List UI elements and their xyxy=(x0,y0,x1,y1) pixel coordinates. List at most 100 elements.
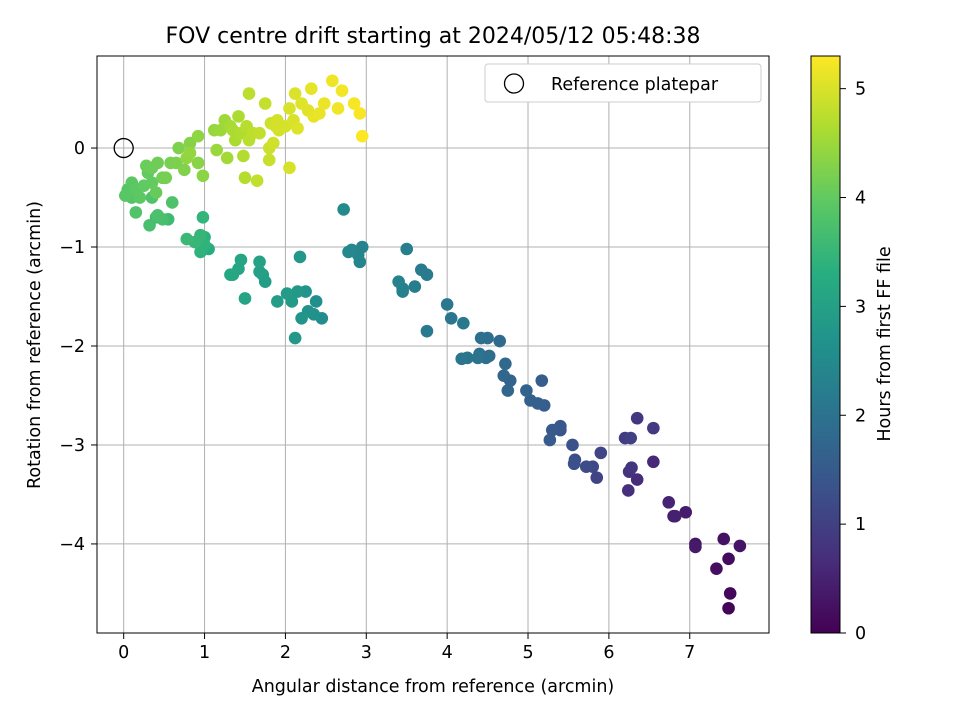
data-point xyxy=(133,191,147,204)
data-point xyxy=(313,107,326,120)
data-point xyxy=(689,540,702,554)
data-point xyxy=(722,601,735,615)
data-point xyxy=(191,129,205,143)
y-tick-label: −1 xyxy=(59,238,85,258)
data-point xyxy=(567,457,581,471)
data-point xyxy=(293,250,307,264)
data-point xyxy=(590,471,604,484)
data-point xyxy=(545,423,559,437)
data-point xyxy=(309,295,323,308)
legend: Reference platepar xyxy=(484,63,762,103)
data-point xyxy=(444,311,458,325)
data-point xyxy=(266,136,280,150)
data-point xyxy=(145,176,159,189)
data-point xyxy=(342,245,355,259)
data-point xyxy=(238,292,252,305)
data-point xyxy=(543,433,557,447)
data-point xyxy=(304,82,318,95)
data-point xyxy=(630,473,644,486)
data-point xyxy=(420,324,434,338)
data-point xyxy=(238,171,252,185)
data-point xyxy=(253,265,266,279)
data-point xyxy=(630,411,644,425)
data-point xyxy=(237,149,250,163)
data-point xyxy=(283,161,296,175)
data-point xyxy=(288,331,302,345)
data-point xyxy=(579,460,593,474)
colorbar-label: Hours from first FF file xyxy=(875,246,895,441)
x-tick-label: 2 xyxy=(280,643,291,663)
data-point xyxy=(566,438,579,452)
data-point xyxy=(180,232,194,246)
data-point xyxy=(535,374,549,387)
data-point xyxy=(733,539,747,553)
data-point xyxy=(196,169,210,183)
data-point xyxy=(159,171,173,185)
data-point xyxy=(271,295,284,308)
y-tick-label: −2 xyxy=(59,337,85,357)
colorbar-tick-label: 2 xyxy=(855,406,866,426)
data-point xyxy=(262,153,276,167)
data-point xyxy=(191,156,205,170)
data-point xyxy=(474,331,488,345)
x-tick-label: 5 xyxy=(522,643,533,663)
legend-box xyxy=(484,63,762,103)
data-point xyxy=(524,394,537,407)
y-tick-label: −3 xyxy=(59,436,85,456)
data-point xyxy=(295,311,308,325)
data-point xyxy=(647,421,660,435)
data-point xyxy=(647,455,660,469)
data-point xyxy=(326,74,339,88)
colorbar-tick-label: 4 xyxy=(855,189,866,209)
colorbar-tick-label: 0 xyxy=(855,624,866,644)
x-tick-label: 1 xyxy=(199,643,210,663)
data-point xyxy=(178,163,191,177)
data-point xyxy=(196,211,210,224)
data-point xyxy=(149,186,163,199)
data-point xyxy=(717,532,731,546)
data-point xyxy=(224,268,237,282)
data-point xyxy=(710,562,723,575)
colorbar-tick-label: 3 xyxy=(855,297,866,317)
data-point xyxy=(400,242,414,256)
data-point xyxy=(455,352,469,366)
x-axis-label: Angular distance from reference (arcmin) xyxy=(252,677,615,697)
colorbar: 0 1 2 3 4 5 Hours from first FF file xyxy=(810,55,895,644)
data-point xyxy=(119,189,132,202)
data-point xyxy=(594,446,608,460)
data-point xyxy=(129,206,143,219)
data-point xyxy=(520,384,533,397)
data-point xyxy=(408,280,422,293)
data-point xyxy=(625,461,638,475)
data-point xyxy=(151,209,164,222)
data-point xyxy=(232,110,245,123)
chart-title: FOV centre drift starting at 2024/05/12 … xyxy=(166,24,701,49)
data-point xyxy=(253,255,266,269)
data-point xyxy=(679,505,693,519)
legend-label-reference: Reference platepar xyxy=(551,75,719,95)
data-point xyxy=(210,143,223,157)
data-point xyxy=(347,97,361,110)
colorbar-tick-label: 1 xyxy=(855,515,866,535)
data-point xyxy=(414,263,428,277)
data-point xyxy=(198,238,211,252)
data-point xyxy=(493,334,507,348)
data-point xyxy=(288,87,302,100)
data-point xyxy=(722,552,735,566)
plot-frame xyxy=(96,55,770,634)
colorbar-tick-label: 5 xyxy=(855,80,866,100)
data-point xyxy=(283,102,296,115)
data-point xyxy=(250,174,264,188)
data-points xyxy=(119,74,747,615)
data-point xyxy=(624,431,638,445)
data-point xyxy=(143,218,156,232)
data-point xyxy=(335,84,349,97)
data-point xyxy=(172,141,185,155)
data-point xyxy=(392,275,405,288)
data-point xyxy=(258,97,272,110)
data-point xyxy=(457,316,470,330)
y-tick-label: 0 xyxy=(74,139,85,159)
data-point xyxy=(220,151,234,165)
